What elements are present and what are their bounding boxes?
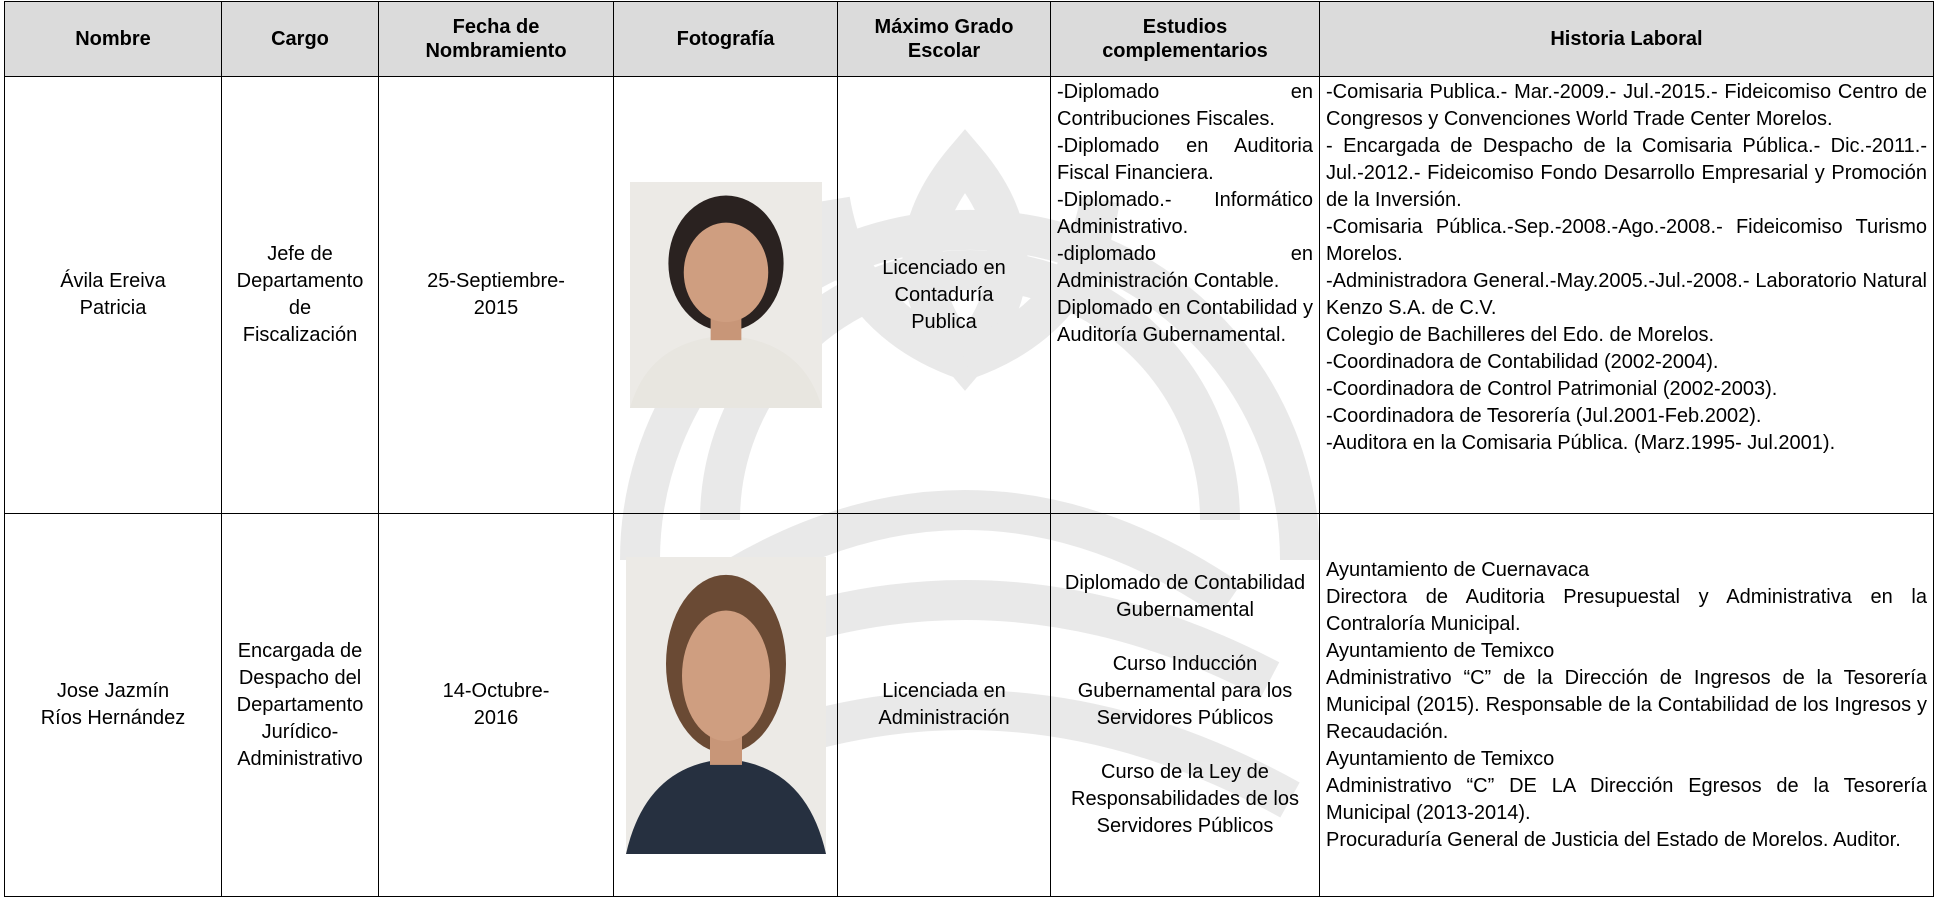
header-line: Nombre: [75, 28, 151, 50]
degree-cell-line: Contaduría: [894, 283, 994, 306]
study-item: Diplomado en Contabilidad y Auditoría Gu…: [1057, 297, 1313, 346]
header-line: Estudios: [1142, 16, 1228, 38]
history-item: Administrativo “C” DE LA Dirección Egres…: [1326, 774, 1927, 824]
degree-cell-line: Administración: [878, 707, 1010, 729]
history-item: -Coordinadora de Contabilidad (2002-2004…: [1326, 351, 1719, 373]
photo: [625, 556, 826, 854]
history-item: Ayuntamiento de Cuernavaca: [1326, 558, 1590, 581]
name-cell: Ávila Ereiva Patricia: [4, 76, 222, 514]
study-item: Diplomado de Contabilidad Gubernamental: [1064, 572, 1306, 621]
header-line: Historia Laboral: [1550, 28, 1703, 50]
name-cell-line: Jose Jazmín: [56, 680, 170, 702]
header-line: Máximo Grado: [874, 16, 1014, 38]
position-cell: Encargada de Despacho del Departamento Jurí…: [221, 513, 379, 897]
position-cell-line: Departamento: [236, 270, 364, 292]
name-cell-line: Ríos Hernández: [40, 707, 186, 729]
spacer: [1057, 732, 1313, 759]
date-cell: 25-Septiembre- 2015: [378, 76, 614, 514]
position-cell-line: Jefe de: [267, 243, 333, 265]
date-cell: 14-Octubre- 2016: [378, 513, 614, 897]
column-header: Cargo: [221, 1, 379, 77]
position-cell-line: Jurídico-: [261, 720, 339, 743]
photo-cell: [613, 76, 838, 514]
header-line: Fecha de: [452, 16, 540, 38]
degree-cell-line: Publica: [911, 310, 977, 333]
degree-cell: Licenciado en Contaduría Publica: [837, 76, 1051, 514]
column-header: Máximo Grado Escolar: [837, 1, 1051, 77]
header-row: Nombre Cargo Fecha de Nombramiento Fotografí…: [4, 1, 1934, 77]
history-item: Colegio de Bachilleres del Edo. de Morel…: [1326, 324, 1714, 346]
history-item: -Comisaria Pública.-Sep.-2008.-Ago.-2008…: [1326, 216, 1927, 265]
study-item: Curso de la Ley de Responsabilidades de …: [1071, 761, 1299, 837]
column-header: Fecha de Nombramiento: [378, 1, 614, 77]
history-item: Procuraduría General de Justicia del Est…: [1326, 828, 1901, 851]
column-header: Nombre: [4, 1, 222, 77]
study-item: -diplomado en Administración Contable.: [1057, 243, 1313, 292]
study-item: Curso Inducción Gubernamental para los S…: [1077, 653, 1293, 729]
position-cell-line: de: [288, 297, 312, 319]
history-item: -Administradora General.-May.2005.-Jul.-…: [1326, 270, 1927, 319]
photo-cell: [613, 513, 838, 897]
degree-cell: Licenciada en Administración: [837, 513, 1051, 897]
photo: [629, 182, 822, 408]
header-line: Escolar: [907, 40, 981, 62]
date-cell-line: 2016: [473, 707, 519, 729]
date-cell-line: 2015: [473, 297, 519, 319]
date-cell-line: 14-Octubre-: [442, 680, 550, 702]
spacer: [1057, 624, 1313, 651]
name-cell-line: Ávila Ereiva: [60, 270, 166, 292]
staff-table: Nombre Cargo Fecha de Nombramiento Fotografí…: [4, 1, 1934, 897]
header-line: Cargo: [271, 28, 329, 50]
degree-cell-line: Licenciado en: [882, 256, 1006, 279]
studies-cell: -Diplomado en Contribuciones Fiscales. -D…: [1050, 76, 1320, 514]
column-header: Estudios complementarios: [1050, 1, 1320, 77]
position-cell-line: Encargada de: [237, 639, 363, 662]
column-header: Historia Laboral: [1319, 1, 1934, 77]
history-item: -Auditora en la Comisaria Pública. (Marz…: [1326, 432, 1836, 454]
position-cell-line: Fiscalización: [242, 324, 358, 346]
position-cell-line: Despacho del: [238, 666, 362, 689]
position-cell: Jefe de Departamento de Fiscalización: [221, 76, 379, 514]
header-line: Nombramiento: [425, 40, 567, 62]
position-cell-line: Administrativo: [237, 747, 363, 770]
history-cell: Ayuntamiento de Cuernavaca Directora de A…: [1319, 513, 1934, 897]
column-header: Fotografía: [613, 1, 838, 77]
history-item: Administrativo “C” de la Dirección de In…: [1326, 666, 1927, 743]
history-item: Directora de Auditoria Presupuestal y Ad…: [1326, 585, 1927, 635]
history-item: Ayuntamiento de Temixco: [1326, 639, 1555, 662]
table-body: Ávila Ereiva Patricia Jefe de Departamento d…: [4, 76, 1934, 897]
studies-cell: Diplomado de Contabilidad Gubernamental C…: [1050, 513, 1320, 897]
degree-cell-line: Licenciada en: [882, 680, 1006, 702]
header-line: Fotografía: [676, 28, 775, 50]
history-item: -Coordinadora de Tesorería (Jul.2001-Feb…: [1326, 405, 1762, 427]
history-item: - Encargada de Despacho de la Comisaria …: [1326, 135, 1927, 211]
history-cell: -Comisaria Publica.- Mar.-2009.- Jul.-20…: [1319, 76, 1934, 514]
header-line: complementarios: [1102, 40, 1268, 62]
table-row: Ávila Ereiva Patricia Jefe de Departamento d…: [4, 76, 1934, 514]
table-row: Jose Jazmín Ríos Hernández Encargada de Des…: [4, 513, 1934, 897]
date-cell-line: 25-Septiembre-: [427, 270, 565, 292]
history-item: Ayuntamiento de Temixco: [1326, 747, 1555, 770]
history-item: -Coordinadora de Control Patrimonial (20…: [1326, 378, 1778, 400]
name-cell: Jose Jazmín Ríos Hernández: [4, 513, 222, 897]
study-item: -Diplomado.- Informático Administrativo.: [1057, 189, 1313, 238]
history-item: -Comisaria Publica.- Mar.-2009.- Jul.-20…: [1326, 81, 1927, 130]
study-item: -Diplomado en Contribuciones Fiscales.: [1057, 81, 1313, 130]
study-item: -Diplomado en Auditoria Fiscal Financier…: [1057, 135, 1313, 184]
name-cell-line: Patricia: [79, 297, 147, 319]
position-cell-line: Departamento: [236, 693, 364, 716]
